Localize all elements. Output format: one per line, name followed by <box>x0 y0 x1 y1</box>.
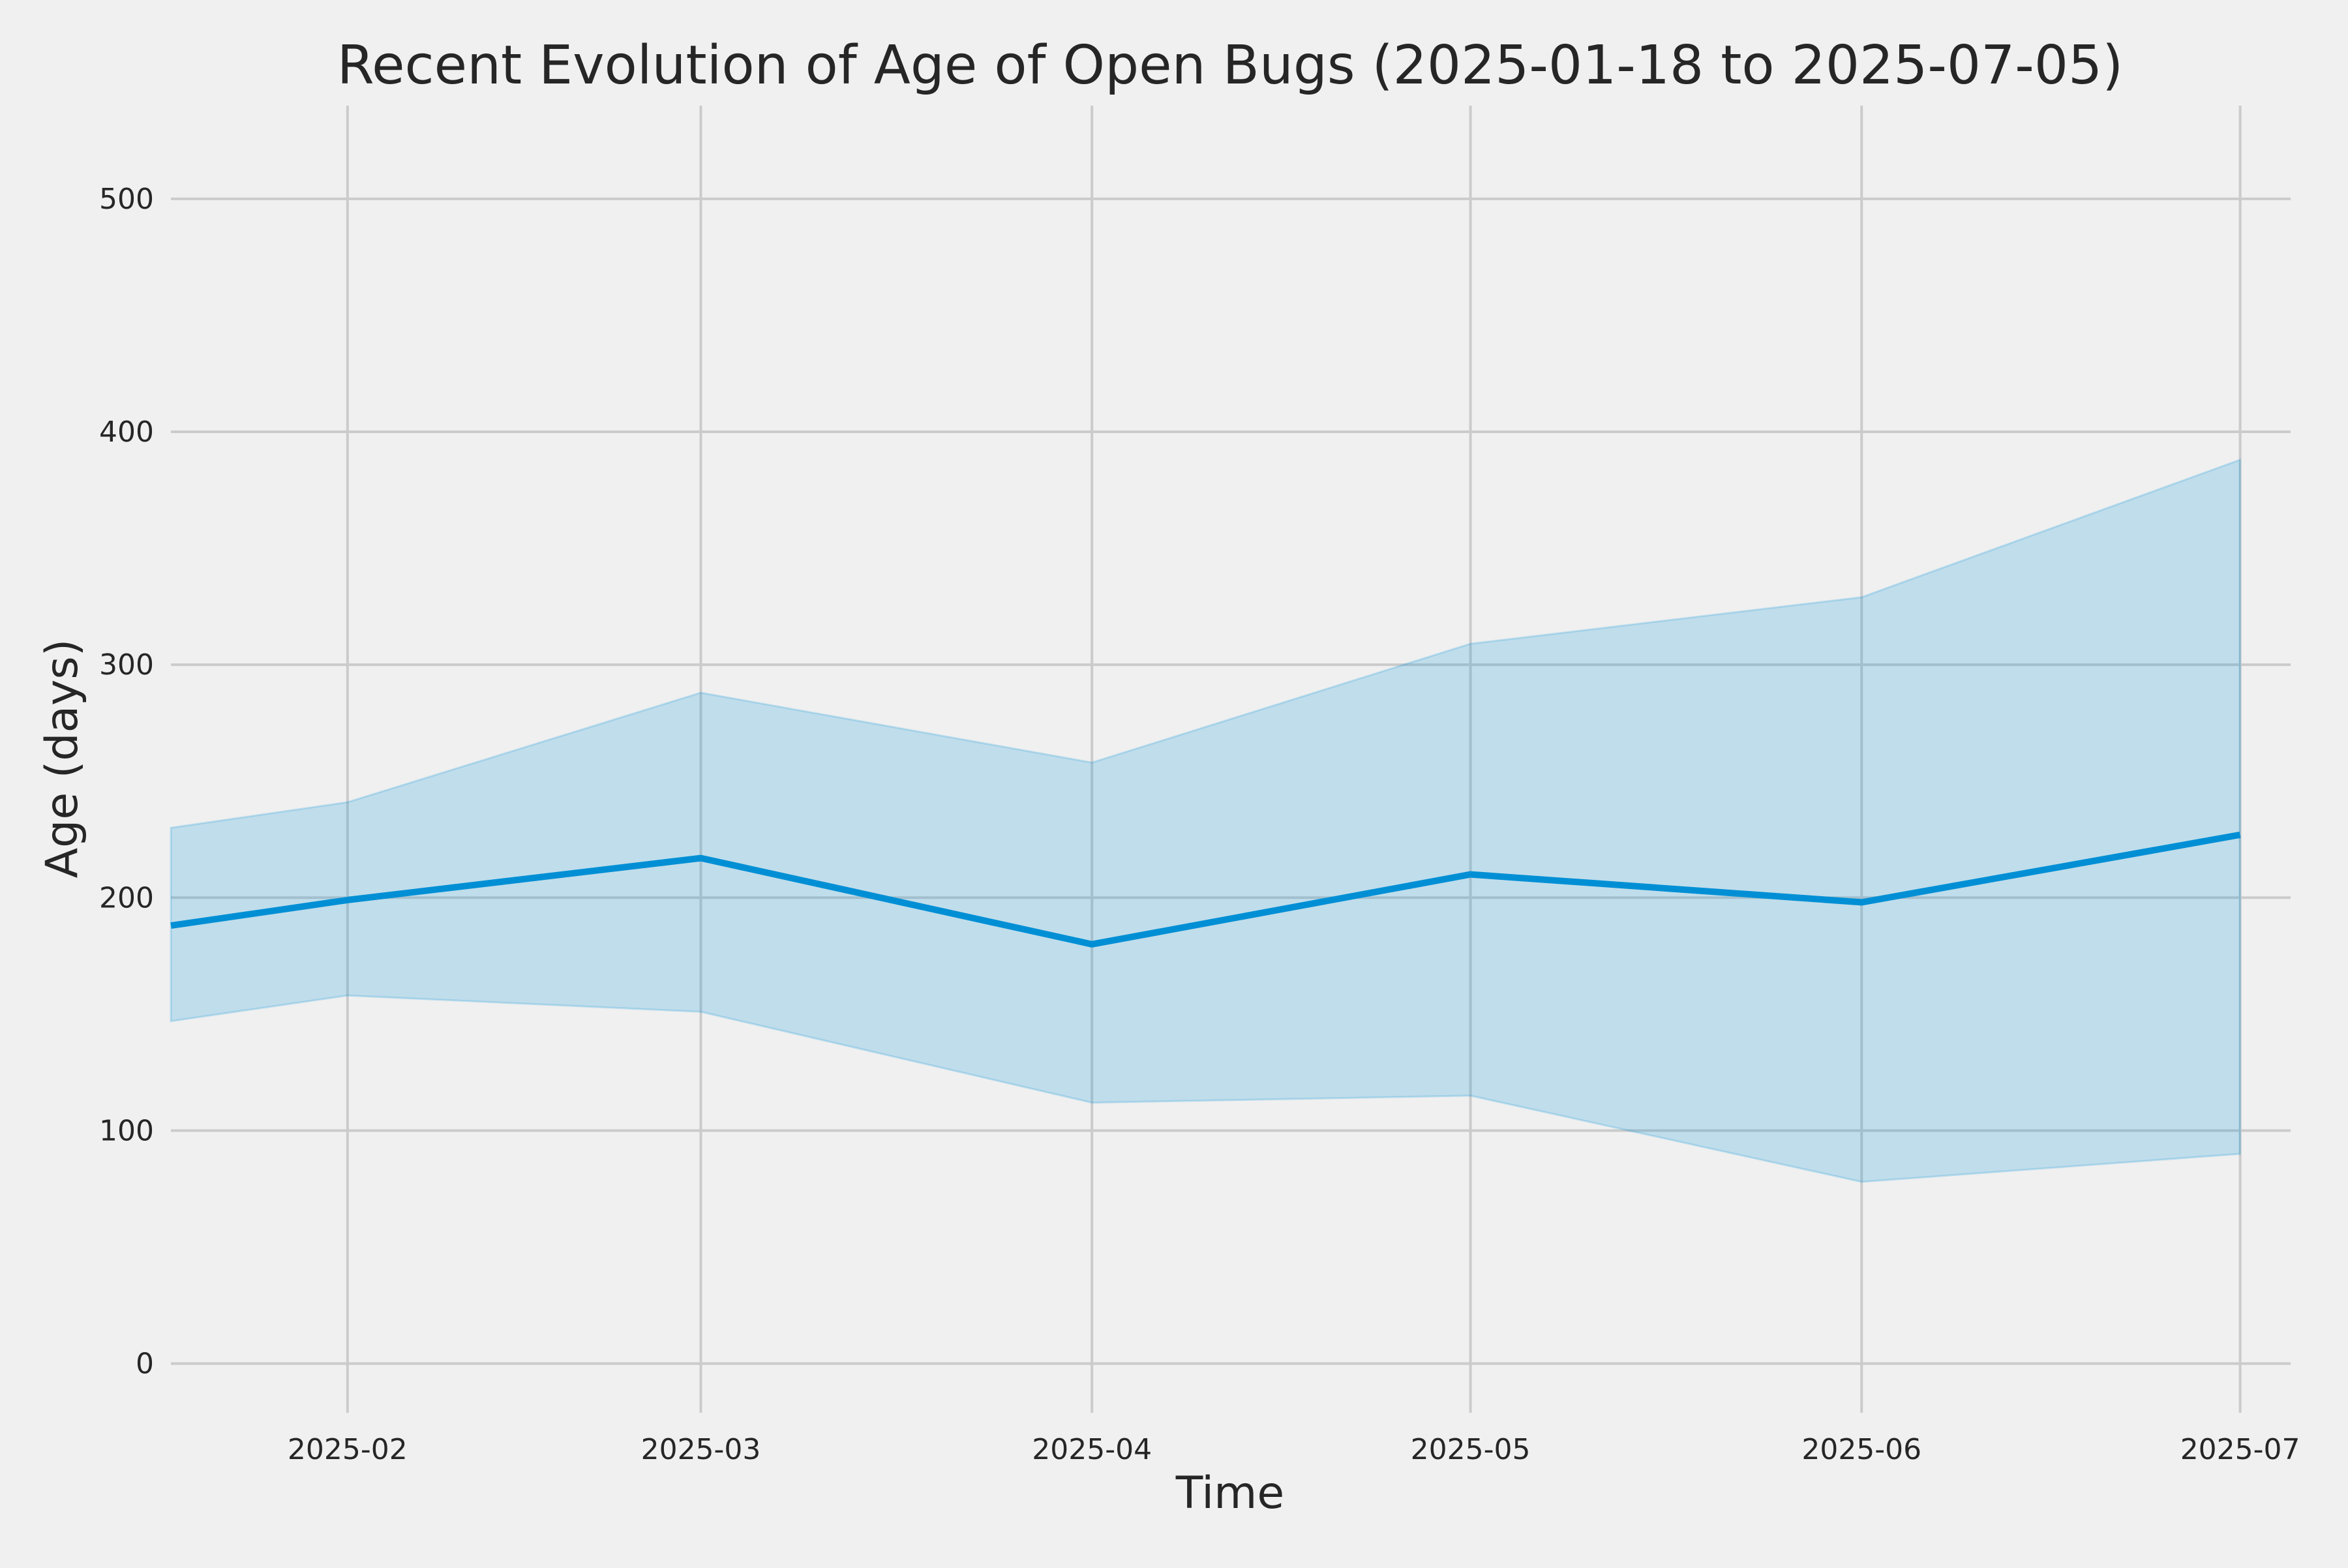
y-tick-label: 200 <box>99 881 154 914</box>
chart-title: Recent Evolution of Age of Open Bugs (20… <box>337 35 2123 97</box>
y-tick-label: 0 <box>136 1348 154 1381</box>
line-layer <box>170 831 2241 948</box>
x-tick-label: 2025-02 <box>288 1433 408 1466</box>
y-tick-label: 100 <box>99 1114 154 1147</box>
x-axis-label: Time <box>1175 1468 1284 1519</box>
x-tick-label: 2025-05 <box>1411 1433 1531 1466</box>
x-axis: 2025-02 2025-03 2025-04 2025-05 2025-06 2025-… <box>288 1433 2300 1466</box>
grid <box>171 106 2291 1413</box>
y-tick-label: 500 <box>99 183 154 216</box>
y-axis-label: Age (days) <box>37 639 88 879</box>
y-tick-label: 300 <box>99 648 154 682</box>
x-tick-label: 2025-06 <box>1801 1433 1921 1466</box>
y-axis: 0 100 200 300 400 500 <box>99 183 154 1381</box>
x-tick-label: 2025-07 <box>2180 1433 2300 1466</box>
x-tick-label: 2025-04 <box>1032 1433 1152 1466</box>
band-layer <box>170 458 2242 1183</box>
series-line <box>170 831 2241 948</box>
x-tick-label: 2025-03 <box>641 1433 761 1466</box>
y-tick-label: 400 <box>99 415 154 449</box>
range-band <box>170 458 2242 1183</box>
